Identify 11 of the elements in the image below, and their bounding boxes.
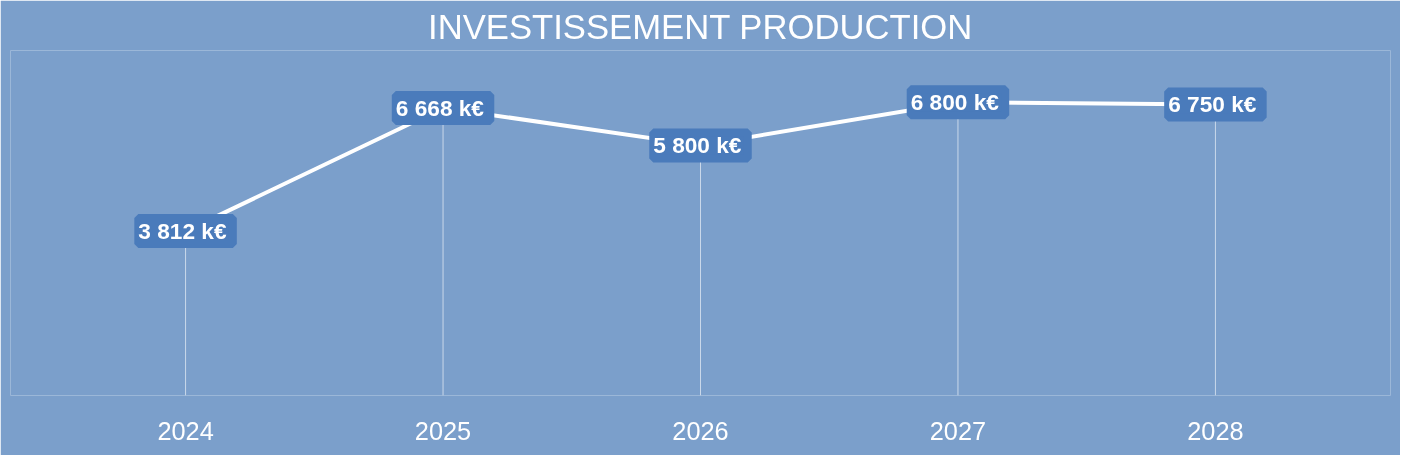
x-tick-label: 2024 bbox=[157, 416, 214, 445]
data-label: 3 812 k€ bbox=[138, 218, 227, 245]
x-tick-label: 2028 bbox=[1187, 416, 1244, 445]
x-tick-label: 2026 bbox=[672, 416, 729, 445]
data-label: 6 668 k€ bbox=[395, 94, 485, 121]
x-tick-label: 2027 bbox=[929, 416, 987, 445]
data-label: 5 800 k€ bbox=[653, 132, 742, 159]
chart-title: INVESTISSEMENT PRODUCTION bbox=[428, 7, 973, 46]
data-label: 6 750 k€ bbox=[1168, 91, 1257, 118]
data-label: 6 800 k€ bbox=[910, 89, 1000, 116]
x-tick-label: 2025 bbox=[414, 416, 472, 445]
